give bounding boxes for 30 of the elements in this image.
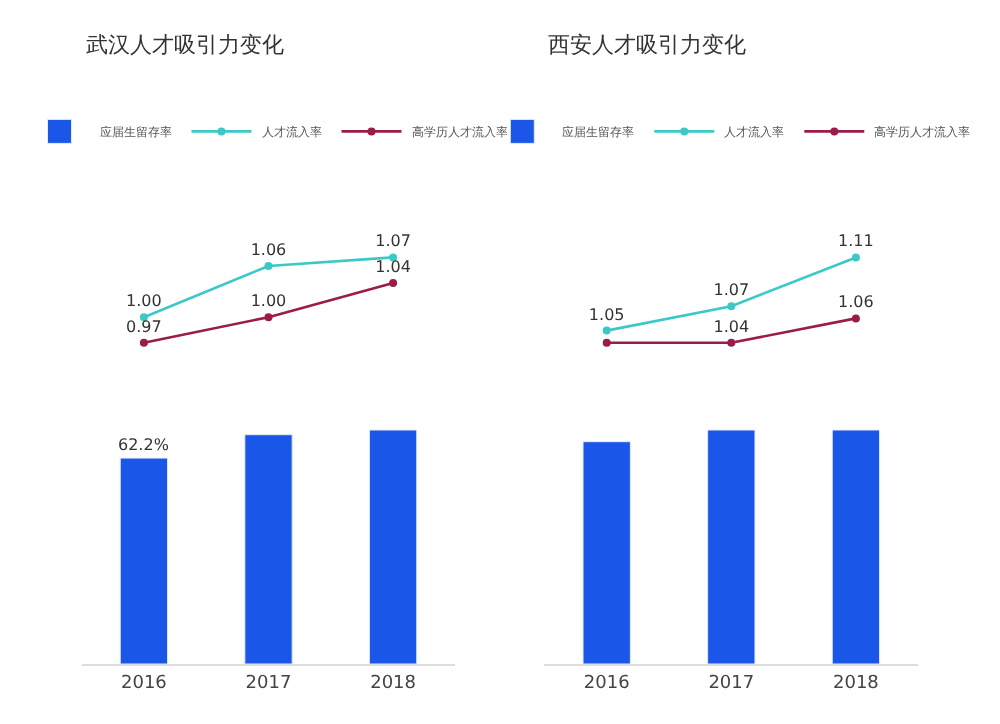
x-tick-label: 2017 [708,673,755,694]
x-tick-label: 2018 [370,673,417,694]
data-label: 1.06 [838,293,874,312]
point [264,313,273,322]
data-label: 1.00 [126,292,162,311]
annotation: 62.2% [118,436,170,454]
point [139,338,148,347]
point [851,314,860,323]
data-label: 1.07 [375,232,411,251]
x-tick-label: 2016 [583,673,631,694]
point [389,279,398,288]
point [727,338,736,347]
x-tick-label: 2017 [245,673,292,694]
point [264,261,273,270]
data-label: 1.00 [250,292,287,311]
data-label: 0.97 [126,317,162,336]
data-label: 1.11 [838,232,874,251]
data-label: 1.07 [713,281,750,300]
chart-title: 武汉人才吸引力变化 [86,32,284,58]
point [602,338,611,347]
x-tick-label: 2016 [120,673,168,694]
point [851,253,860,262]
x-tick-label: 2018 [832,673,880,694]
data-label: 1.06 [250,240,287,259]
point [727,302,736,311]
data-label: 1.04 [375,258,411,277]
point [602,326,611,335]
chart-title: 西安人才吸引力变化 [548,32,746,58]
data-label: 1.04 [713,317,750,336]
data-label: 1.05 [588,305,625,324]
